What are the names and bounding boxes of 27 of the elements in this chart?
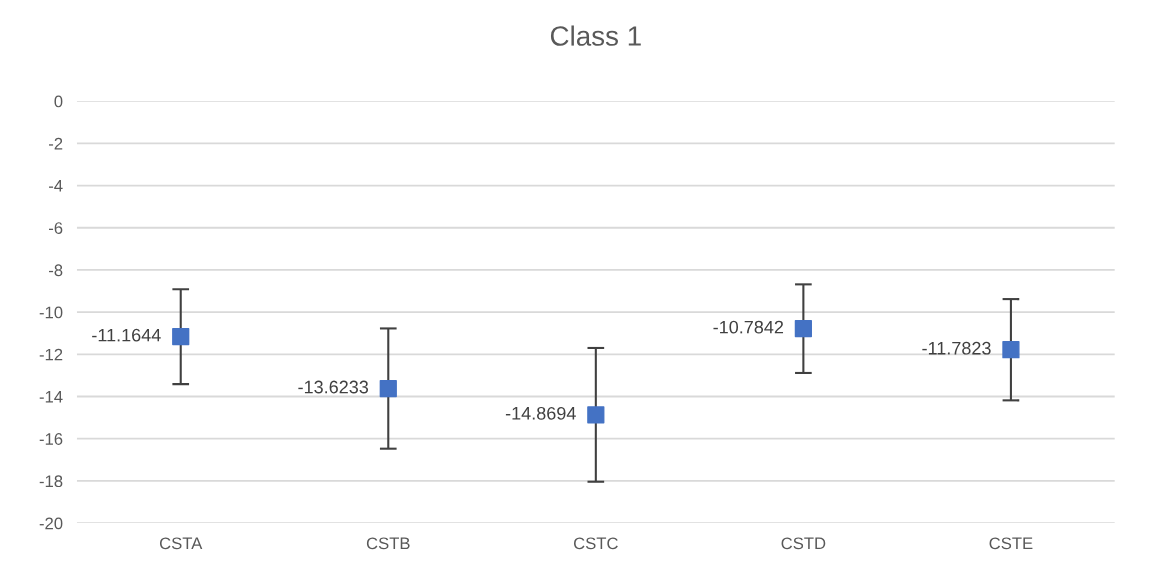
y-tick-label: -12 [39,348,63,361]
y-tick-label: -6 [48,222,63,234]
data-label: -13.6233 [298,380,369,394]
x-tick-label: CSTE [989,537,1033,550]
data-label: -14.8694 [505,406,576,420]
point [794,320,812,338]
point [1002,341,1020,359]
data-label: -11.7823 [922,341,991,355]
y-tick-label: -4 [48,180,63,192]
x-tick-label: CSTB [366,537,410,550]
y-tick-label: -16 [39,433,63,445]
y-tick-label: -2 [48,137,63,150]
chart-title: Class 1 [550,25,641,46]
data-label: -11.1644 [92,328,161,342]
point [587,406,605,424]
y-tick-label: -18 [39,475,63,488]
y-tick-label: -20 [39,517,63,530]
x-tick-label: CSTD [781,537,826,550]
point [379,379,397,398]
y-tick-label: 0 [54,95,63,108]
y-tick-label: -10 [39,306,63,319]
x-tick-label: CSTC [573,537,618,550]
x-tick-label: CSTA [159,537,203,550]
y-tick-label: -14 [39,391,63,403]
point [172,328,190,346]
data-label: -10.7842 [713,320,784,334]
y-tick-label: -8 [48,264,63,277]
